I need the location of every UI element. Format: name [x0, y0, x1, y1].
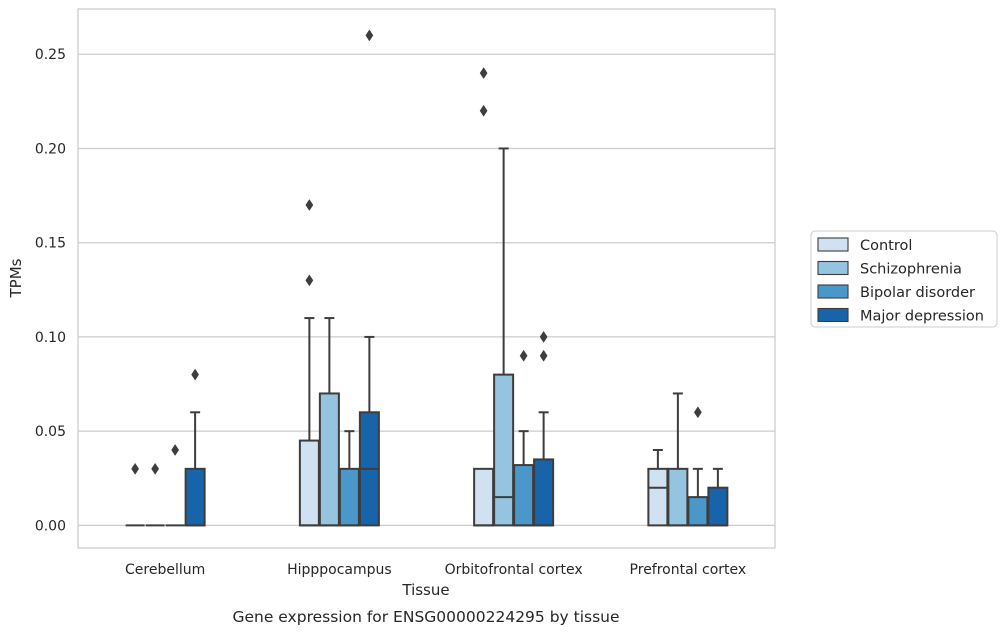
box-body [338, 467, 360, 527]
box-schizophrenia [318, 317, 340, 527]
box-major-depression [358, 29, 380, 527]
box-control [647, 449, 669, 527]
legend-swatch [817, 284, 849, 299]
legend-swatch [817, 307, 849, 323]
box-control [125, 462, 145, 527]
legend-label: Bipolar disorder [860, 285, 975, 301]
box-schizophrenia [493, 147, 515, 527]
legend-label: Control [860, 238, 912, 254]
y-tick-label: 0.10 [35, 330, 66, 346]
box-body [667, 467, 689, 527]
y-tick-label: 0.20 [35, 141, 66, 157]
x-axis-label: Tissue [401, 581, 449, 599]
outlier-point [191, 368, 200, 381]
box-body [184, 467, 206, 527]
outlier-point [171, 444, 180, 456]
box-schizophrenia [667, 392, 689, 527]
box-major-depression [184, 368, 206, 527]
legend-swatch [817, 237, 849, 252]
box-body [533, 458, 555, 527]
category-group [125, 368, 206, 527]
box-groups [125, 29, 729, 527]
category-group [647, 392, 729, 527]
legend-entry: Control [817, 237, 912, 254]
outlier-point [151, 462, 160, 475]
legend-items: Control Schizophrenia Bipolar disorder Majo… [817, 237, 984, 325]
gridlines [78, 53, 775, 527]
legend-entry: Bipolar disorder [817, 284, 975, 301]
outlier-point [131, 462, 140, 475]
box-control [473, 67, 495, 527]
box-body [493, 373, 515, 527]
legend-label: Major depression [860, 309, 984, 325]
category-group [298, 29, 380, 527]
box-bipolar-disorder [687, 406, 709, 527]
outlier-point [539, 330, 548, 343]
category-group [473, 67, 555, 527]
outlier-point [519, 349, 528, 362]
box-body [647, 467, 669, 527]
legend-swatch [817, 260, 849, 276]
x-tick-label: Cerebellum [125, 562, 205, 578]
box-body [473, 467, 495, 527]
outlier-point [479, 67, 488, 80]
box-bipolar-disorder [338, 430, 360, 527]
outlier-point [539, 349, 548, 362]
y-tick-label: 0.00 [35, 518, 66, 534]
box-body [513, 464, 535, 527]
legend-entry: Schizophrenia [817, 260, 962, 278]
legend-entry: Major depression [817, 307, 984, 325]
y-tick-labels: 0.00 0.05 0.10 0.15 0.20 0.25 [35, 47, 66, 534]
x-tick-label: Hipppocampus [287, 562, 392, 578]
box-body [687, 496, 709, 527]
outlier-point [305, 274, 314, 287]
y-axis-label: TPMs [7, 258, 25, 298]
outlier-point [693, 406, 702, 419]
x-tick-label: Prefrontal cortex [630, 562, 747, 578]
legend-label: Schizophrenia [860, 262, 962, 278]
y-tick-label: 0.05 [35, 424, 66, 440]
y-tick-label: 0.25 [35, 47, 66, 63]
chart-caption: Gene expression for ENSG00000224295 by t… [232, 608, 619, 626]
box-body [707, 486, 729, 527]
outlier-point [365, 29, 374, 42]
legend-frame [810, 230, 998, 328]
box-bipolar-disorder [165, 444, 185, 527]
box-major-depression [533, 330, 555, 527]
x-tick-label: Orbitofrontal cortex [445, 562, 583, 578]
axes-frame [77, 8, 776, 549]
x-tick-labels: Cerebellum Hipppocampus Orbitofrontal cort… [125, 562, 746, 578]
outlier-point [305, 199, 314, 211]
box-body [318, 392, 340, 527]
box-bipolar-disorder [513, 349, 535, 527]
box-body [298, 439, 320, 527]
box-control [298, 199, 320, 527]
box-schizophrenia [145, 462, 165, 527]
box-major-depression [707, 467, 729, 527]
legend: Control Schizophrenia Bipolar disorder Majo… [810, 230, 998, 328]
y-tick-label: 0.15 [35, 236, 66, 252]
outlier-point [479, 104, 488, 117]
